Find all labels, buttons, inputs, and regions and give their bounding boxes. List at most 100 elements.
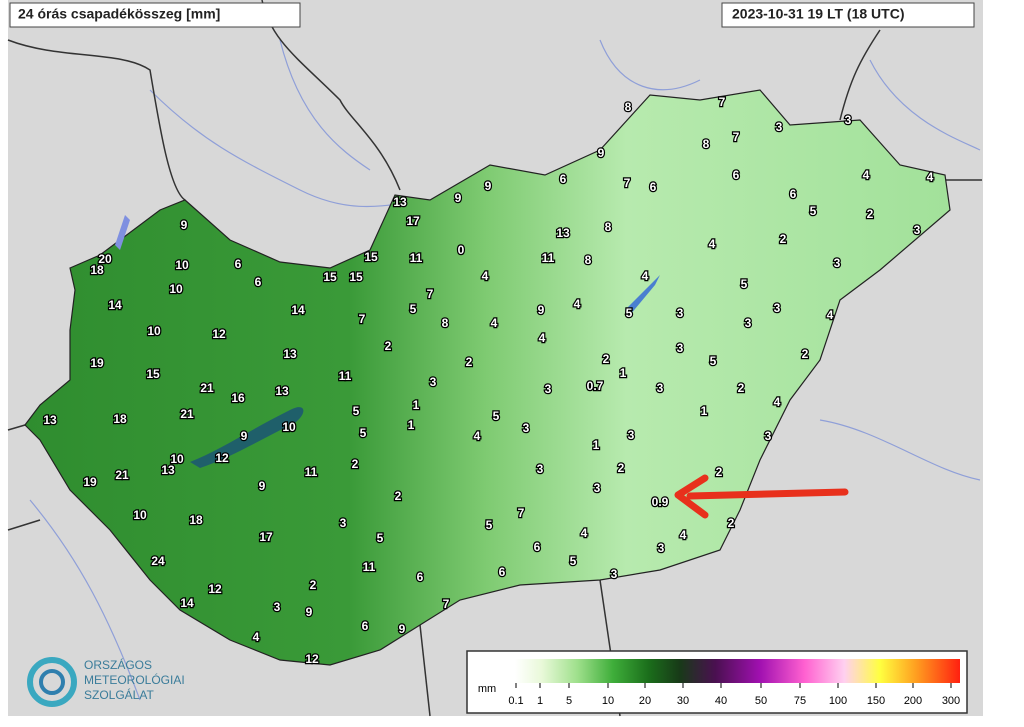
legend-label: 1 [537, 695, 543, 707]
station-value: 2 [603, 352, 610, 366]
station-value: 6 [650, 180, 657, 194]
station-value: 7 [719, 95, 726, 109]
legend-label: 30 [677, 695, 689, 707]
lake-tisza [625, 275, 660, 315]
station-value: 21 [180, 407, 194, 421]
station-value: 8 [605, 220, 612, 234]
station-value: 11 [305, 465, 318, 479]
station-value: 7 [443, 597, 450, 611]
legend-label: 10 [602, 695, 614, 707]
station-value: 4 [642, 269, 649, 283]
station-value: 11 [363, 560, 376, 574]
station-value: 3 [677, 341, 684, 355]
time-box [721, 2, 975, 28]
station-value: 6 [255, 275, 262, 289]
station-value: 5 [360, 426, 367, 440]
station-value: 6 [235, 257, 242, 271]
station-value: 15 [349, 270, 363, 284]
station-value: 13 [283, 347, 297, 361]
station-value: 10 [170, 452, 184, 466]
station-value: 10 [175, 258, 189, 272]
station-value: 4 [581, 526, 588, 540]
station-value: 18 [113, 412, 127, 426]
station-value: 3 [545, 382, 552, 396]
station-value: 5 [741, 277, 748, 291]
station-value: 0.9 [652, 495, 669, 509]
station-value: 5 [626, 306, 633, 320]
station-value: 5 [710, 354, 717, 368]
station-value: 18 [189, 513, 203, 527]
station-value: 3 [274, 600, 281, 614]
station-value: 6 [499, 565, 506, 579]
station-value: 8 [442, 316, 449, 330]
station-value: 5 [493, 409, 500, 423]
legend-label: 5 [566, 695, 572, 707]
station-value: 3 [745, 316, 752, 330]
legend-labels: 0.1 1 5 10 20 30 40 50 75 100 150 200 300 [508, 683, 960, 707]
station-value: 4 [482, 269, 489, 283]
station-value: 3 [537, 462, 544, 476]
station-value: 2 [867, 207, 874, 221]
station-value: 19 [83, 475, 97, 489]
station-value: 4 [474, 429, 481, 443]
station-value: 3 [657, 381, 664, 395]
station-value: 10 [147, 324, 161, 338]
station-value: 20 [98, 252, 112, 266]
station-value: 19 [90, 356, 104, 370]
margin [983, 0, 1024, 727]
station-value: 11 [542, 251, 555, 265]
station-value: 5 [810, 204, 817, 218]
lake-balaton [190, 407, 304, 468]
logo-text: ORSZÁGOS [84, 657, 152, 672]
station-value: 8 [703, 137, 710, 151]
logo-text: SZOLGÁLAT [84, 687, 154, 702]
station-value: 8 [585, 253, 592, 267]
station-value: 4 [574, 297, 581, 311]
station-value: 9 [455, 191, 462, 205]
country-area [24, 89, 951, 666]
station-value: 3 [765, 429, 772, 443]
station-value: 3 [523, 421, 530, 435]
annotation-arrow [686, 488, 849, 500]
station-value: 9 [538, 303, 545, 317]
station-value: 3 [845, 113, 852, 127]
station-value: 12 [215, 451, 229, 465]
legend-label: 200 [904, 695, 922, 707]
station-value: 2 [466, 355, 473, 369]
station-value: 16 [231, 391, 245, 405]
station-value: 1 [408, 418, 415, 432]
station-value: 4 [253, 630, 260, 644]
station-value: 7 [518, 506, 525, 520]
legend-unit: mm [478, 683, 496, 695]
station-value: 1 [593, 438, 600, 452]
station-value: 3 [774, 301, 781, 315]
station-value: 4 [491, 316, 498, 330]
station-value: 15 [364, 250, 378, 264]
station-value: 5 [570, 554, 577, 568]
station-value: 1 [701, 404, 708, 418]
station-value: 9 [241, 429, 248, 443]
legend-label: 300 [942, 695, 960, 707]
station-value: 2 [728, 516, 735, 530]
station-value: 13 [393, 195, 407, 209]
annotation-arrowhead [674, 474, 709, 519]
station-value: 21 [115, 468, 129, 482]
station-value: 2 [738, 381, 745, 395]
station-value: 21 [200, 381, 214, 395]
station-value: 6 [790, 187, 797, 201]
station-value: 1 [413, 398, 420, 412]
station-value: 7 [427, 287, 434, 301]
station-value: 4 [539, 331, 546, 345]
station-value: 10 [282, 420, 296, 434]
station-value: 13 [556, 226, 570, 240]
station-value: 2 [618, 461, 625, 475]
borders [7, 0, 982, 717]
station-value: 11 [410, 251, 423, 265]
station-value: 2 [310, 578, 317, 592]
logo-mark [27, 657, 77, 707]
station-value: 4 [774, 395, 781, 409]
logo-text: METEOROLÓGIAI [84, 672, 185, 687]
station-value: 13 [161, 463, 175, 477]
station-value: 13 [275, 384, 289, 398]
station-value: 7 [733, 130, 740, 144]
